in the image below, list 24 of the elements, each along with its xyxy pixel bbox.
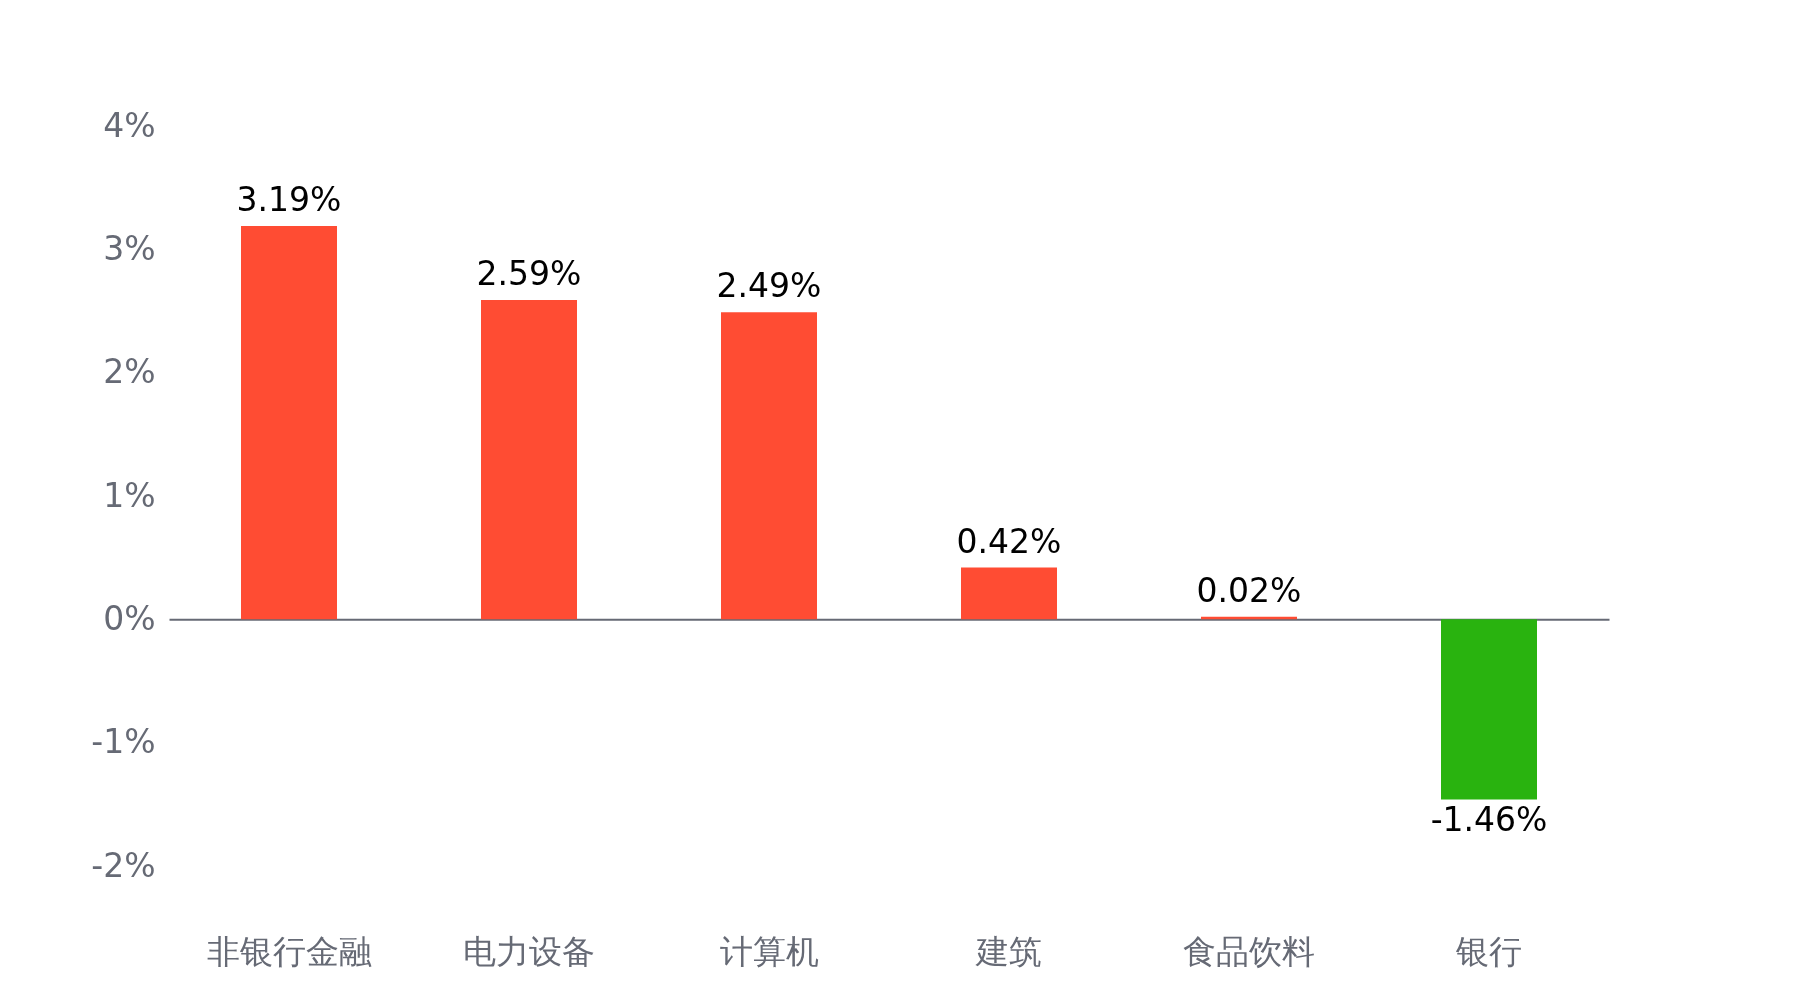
y-tick-label: 3% <box>103 228 156 268</box>
y-tick-label: 1% <box>103 475 156 515</box>
bar <box>721 312 817 620</box>
data-label: 2.59% <box>476 253 582 293</box>
x-tick-label: 电力设备 <box>463 931 595 971</box>
x-tick-label: 计算机 <box>719 931 819 971</box>
data-label: 0.02% <box>1196 570 1302 610</box>
y-tick-label: 4% <box>103 105 156 145</box>
bar <box>961 567 1057 620</box>
bar <box>481 299 577 620</box>
x-tick-label: 建筑 <box>975 931 1042 971</box>
x-tick-label: 食品饮料 <box>1183 931 1315 971</box>
bar <box>1441 619 1537 800</box>
bar <box>241 225 337 620</box>
x-tick-label: 银行 <box>1455 931 1522 971</box>
y-tick-label: 0% <box>103 598 156 638</box>
data-label: 3.19% <box>236 179 342 219</box>
data-label: -1.46% <box>1430 800 1548 840</box>
data-label: 0.42% <box>956 521 1062 561</box>
x-tick-label: 非银行金融 <box>206 931 372 971</box>
y-tick-label: -1% <box>91 722 156 762</box>
y-tick-label: 2% <box>103 352 156 392</box>
data-label: 2.49% <box>716 266 822 306</box>
y-tick-label: -2% <box>91 845 156 885</box>
